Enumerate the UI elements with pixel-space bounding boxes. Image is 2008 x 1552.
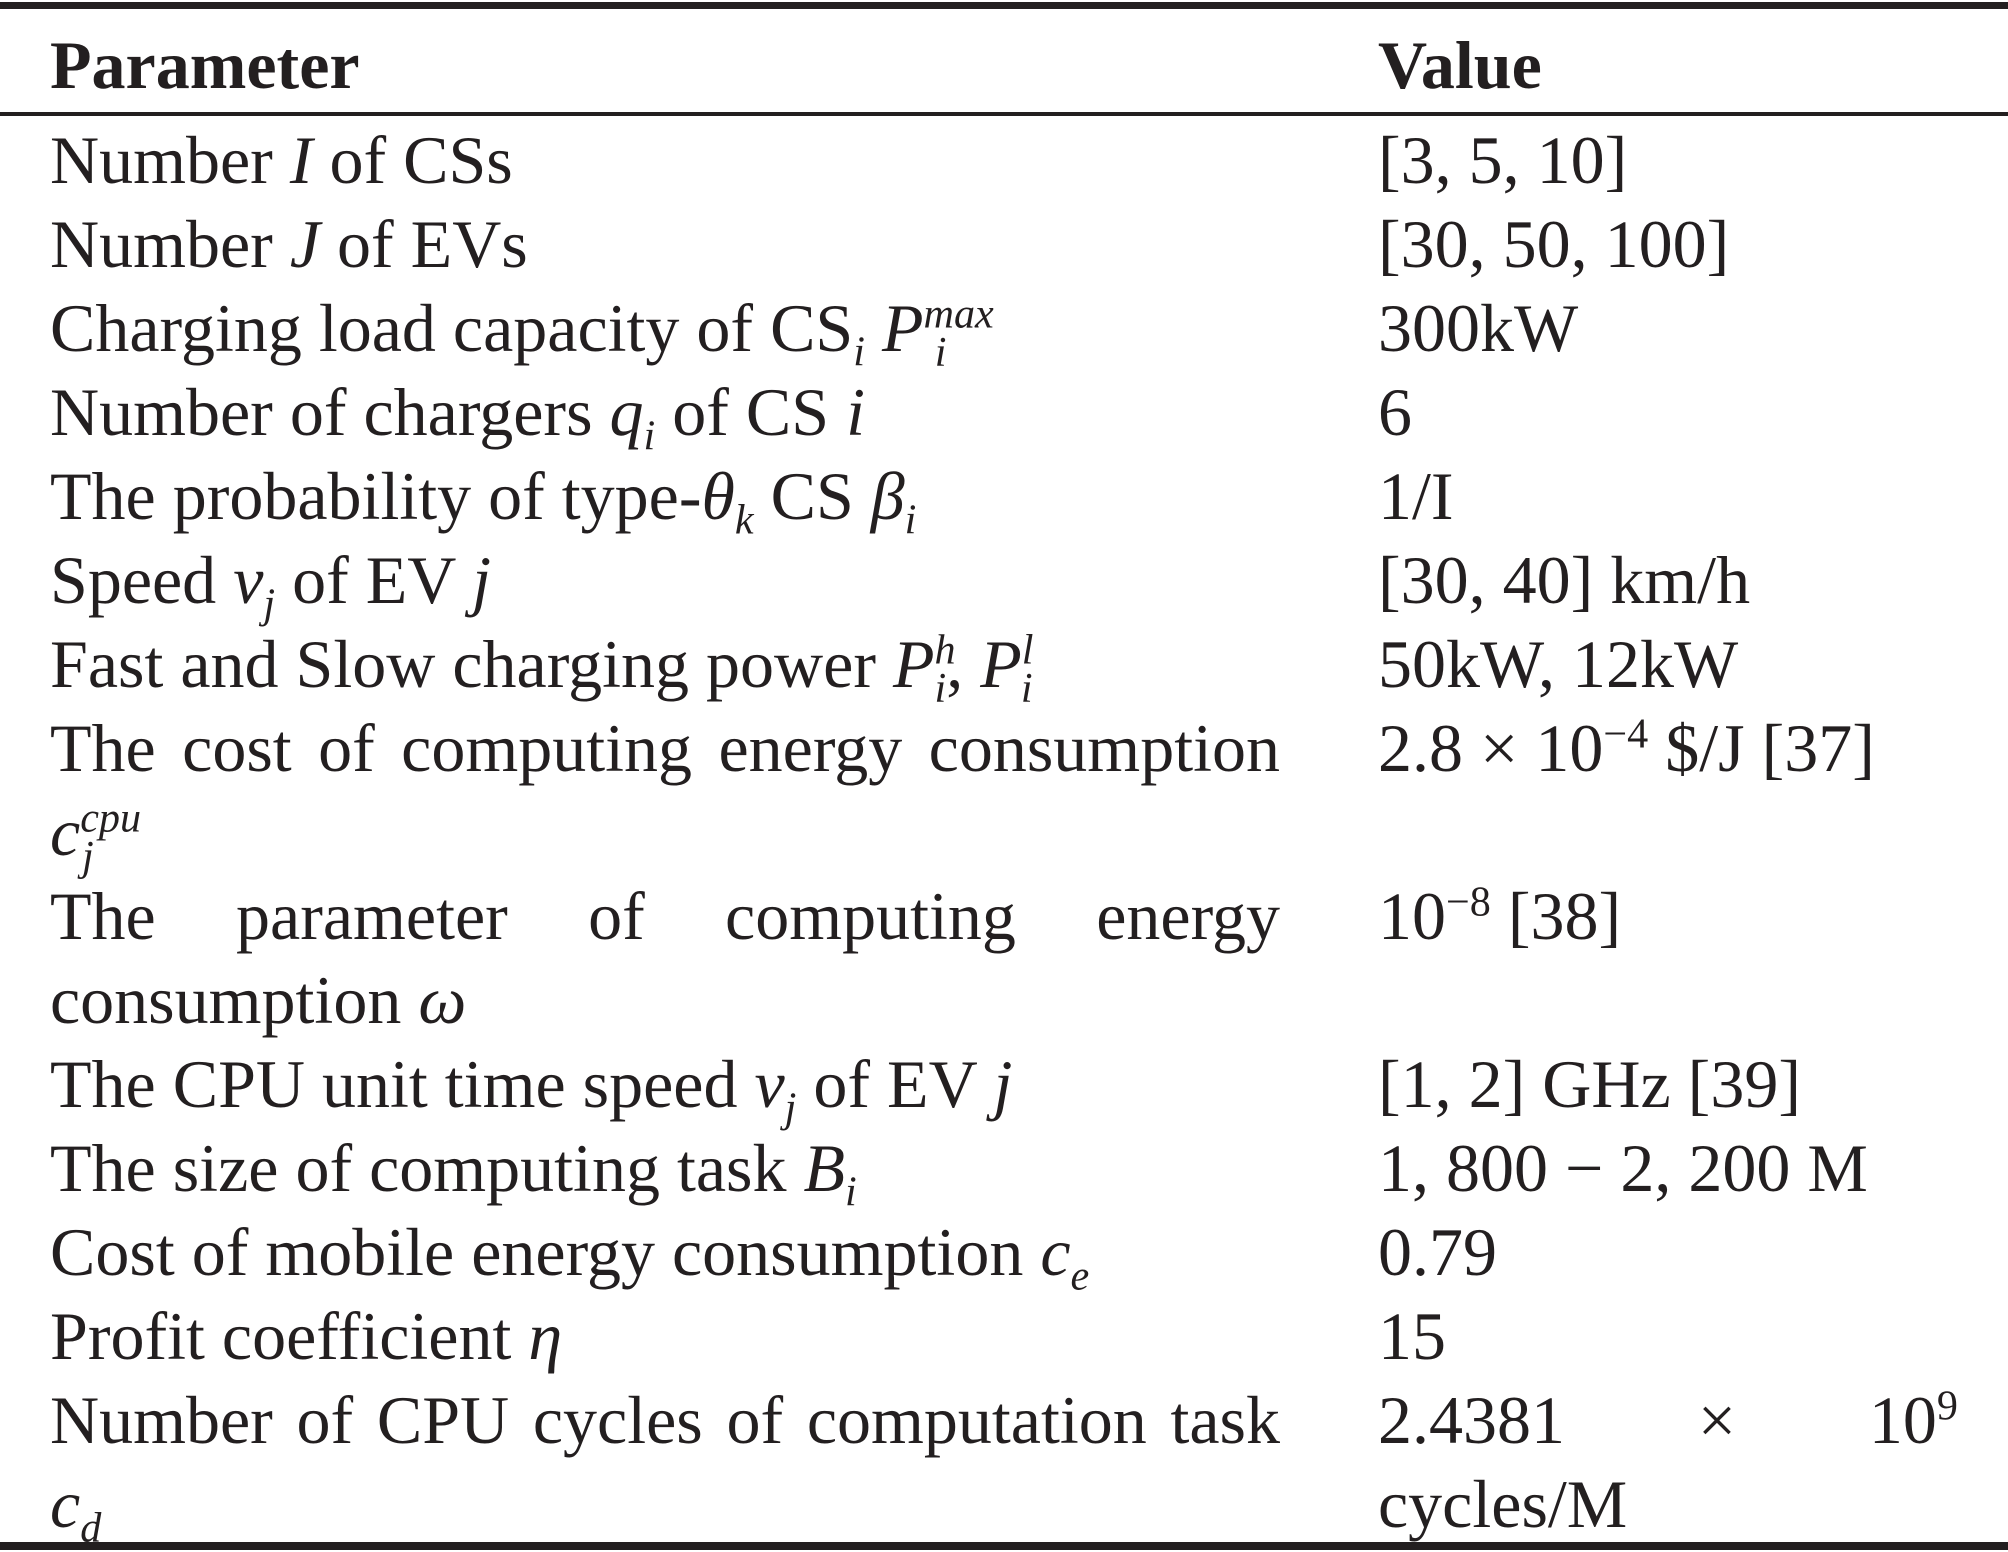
table-row: Number of CPU cycles of computation task… [0, 1378, 2008, 1552]
value-cell: 0.79 [1378, 1214, 1497, 1290]
table-row: Fast and Slow charging power Phi, Pli 50… [0, 622, 2008, 712]
table-row: The CPU unit time speed νj of EV j [1, 2… [0, 1042, 2008, 1132]
table-row: The size of computing task Bi 1, 800 − 2… [0, 1126, 2008, 1216]
parameter-cell: The cost of computing energy consumption… [50, 710, 1280, 880]
value-cell: 6 [1378, 374, 1412, 450]
table-row: Number I of CSs [3, 5, 10] [0, 118, 2008, 202]
parameter-cell: Profit coefficient η [50, 1298, 563, 1374]
value-cell: 15 [1378, 1298, 1446, 1374]
table-header: Parameter Value [0, 20, 2008, 110]
table-row: Cost of mobile energy consumption ce 0.7… [0, 1210, 2008, 1300]
table-bottom-rule [0, 1542, 2008, 1550]
value-cell: 50kW, 12kW [1378, 626, 1739, 702]
parameter-cell: The parameter of computing energy consum… [50, 878, 1280, 1038]
value-cell: 2.4381 × 109 cycles/M [1378, 1382, 1958, 1542]
table-header-rule [0, 112, 2008, 116]
parameter-cell: The CPU unit time speed νj of EV j [50, 1046, 1013, 1132]
parameter-cell: The probability of type-θk CS βi [50, 458, 917, 544]
parameter-cell: Fast and Slow charging power Phi, Pli [50, 626, 1034, 712]
table-row: Speed vj of EV j [30, 40] km/h [0, 538, 2008, 628]
parameter-cell: Number of chargers qi of CS i [50, 374, 865, 460]
table-row: The parameter of computing energy consum… [0, 874, 2008, 1042]
table-row: The cost of computing energy consumption… [0, 706, 2008, 880]
parameter-cell: Number of CPU cycles of computation task… [50, 1382, 1280, 1552]
parameter-cell: Number I of CSs [50, 122, 513, 198]
value-cell: [1, 2] GHz [39] [1378, 1046, 1801, 1122]
table-top-rule [0, 2, 2008, 9]
header-value: Value [1378, 27, 1542, 103]
parameter-cell: Number J of EVs [50, 206, 528, 282]
table-row: Charging load capacity of CSi Pmaxi 300k… [0, 286, 2008, 376]
value-cell: 1, 800 − 2, 200 M [1378, 1130, 1868, 1206]
table-row: Profit coefficient η 15 [0, 1294, 2008, 1378]
parameter-cell: Speed vj of EV j [50, 542, 492, 628]
parameter-cell: Cost of mobile energy consumption ce [50, 1214, 1090, 1300]
table-body: Number I of CSs [3, 5, 10] Number J of E… [0, 118, 2008, 1552]
table-row: Number of chargers qi of CS i 6 [0, 370, 2008, 460]
parameter-cell: The size of computing task Bi [50, 1130, 857, 1216]
value-cell: [3, 5, 10] [1378, 122, 1628, 198]
parameter-cell: Charging load capacity of CSi Pmaxi [50, 290, 994, 376]
table-row: The probability of type-θk CS βi 1/I [0, 454, 2008, 544]
value-cell: [30, 50, 100] [1378, 206, 1730, 282]
value-cell: 300kW [1378, 290, 1579, 366]
value-cell: 2.8 × 10−4 $/J [37] [1378, 710, 1875, 786]
table-row: Number J of EVs [30, 50, 100] [0, 202, 2008, 286]
header-parameter: Parameter [50, 27, 360, 103]
value-cell: 10−8 [38] [1378, 878, 1622, 954]
value-cell: [30, 40] km/h [1378, 542, 1751, 618]
value-cell: 1/I [1378, 458, 1454, 534]
